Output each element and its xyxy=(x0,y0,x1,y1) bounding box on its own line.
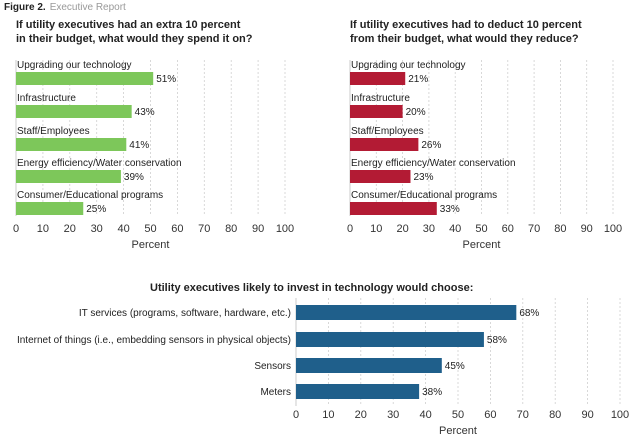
tech-tick-label: 20 xyxy=(355,409,367,421)
reduce-value-label: 21% xyxy=(408,74,428,85)
spend-tick-label: 30 xyxy=(91,223,103,235)
spend-value-label: 43% xyxy=(135,107,155,118)
spend-bar xyxy=(16,170,121,183)
reduce-value-label: 23% xyxy=(413,172,433,183)
spend-category-label: Staff/Employees xyxy=(17,126,90,137)
reduce-bar xyxy=(350,202,437,215)
tech-bar xyxy=(296,332,484,347)
chart-title-reduce: If utility executives had to deduct 10 p… xyxy=(350,19,582,45)
reduce-category-label: Staff/Employees xyxy=(351,126,424,137)
tech-category-label: Internet of things (i.e., embedding sens… xyxy=(17,335,291,346)
tech-category-label: Meters xyxy=(260,387,291,398)
reduce-value-label: 20% xyxy=(406,107,426,118)
reduce-tick-label: 30 xyxy=(423,223,435,235)
spend-category-label: Infrastructure xyxy=(17,93,76,104)
tech-tick-label: 100 xyxy=(611,409,629,421)
tech-category-label: Sensors xyxy=(254,361,291,372)
tech-axis-title: Percent xyxy=(439,425,477,437)
tech-value-label: 45% xyxy=(445,361,465,372)
spend-tick-label: 40 xyxy=(117,223,129,235)
reduce-bar xyxy=(350,105,403,118)
reduce-bar xyxy=(350,72,406,85)
reduce-tick-label: 40 xyxy=(449,223,461,235)
spend-category-label: Consumer/Educational programs xyxy=(17,190,163,201)
chart-title-spend: If utility executives had an extra 10 pe… xyxy=(16,19,253,45)
reduce-value-label: 26% xyxy=(421,140,441,151)
figure-source: Executive Report xyxy=(49,2,126,13)
spend-axis-title: Percent xyxy=(132,239,170,251)
reduce-tick-label: 100 xyxy=(604,223,622,235)
tech-bar xyxy=(296,358,442,373)
tech-bar xyxy=(296,384,420,399)
reduce-tick-label: 90 xyxy=(581,223,593,235)
spend-tick-label: 90 xyxy=(252,223,264,235)
tech-value-label: 38% xyxy=(422,387,442,398)
reduce-tick-label: 50 xyxy=(475,223,487,235)
tech-tick-label: 10 xyxy=(322,409,334,421)
spend-bar xyxy=(16,138,127,151)
tech-tick-label: 60 xyxy=(484,409,496,421)
reduce-axis-title: Percent xyxy=(463,239,501,251)
reduce-tick-label: 70 xyxy=(528,223,540,235)
figure-number: Figure 2. xyxy=(4,2,46,13)
reduce-category-label: Upgrading our technology xyxy=(351,60,466,71)
tech-tick-label: 50 xyxy=(452,409,464,421)
tech-tick-label: 90 xyxy=(581,409,593,421)
tech-category-label: IT services (programs, software, hardwar… xyxy=(79,308,291,319)
spend-tick-label: 100 xyxy=(276,223,294,235)
reduce-tick-label: 60 xyxy=(502,223,514,235)
spend-bar xyxy=(16,202,84,215)
spend-value-label: 25% xyxy=(86,204,106,215)
tech-tick-label: 70 xyxy=(517,409,529,421)
tech-bar xyxy=(296,305,517,320)
reduce-bar xyxy=(350,170,411,183)
spend-value-label: 39% xyxy=(124,172,144,183)
spend-value-label: 41% xyxy=(129,140,149,151)
spend-category-label: Energy efficiency/Water conservation xyxy=(17,158,182,169)
spend-tick-label: 20 xyxy=(64,223,76,235)
spend-tick-label: 10 xyxy=(37,223,49,235)
spend-bar xyxy=(16,105,132,118)
spend-value-label: 51% xyxy=(156,74,176,85)
reduce-tick-label: 0 xyxy=(347,223,353,235)
reduce-category-label: Consumer/Educational programs xyxy=(351,190,497,201)
reduce-tick-label: 20 xyxy=(396,223,408,235)
reduce-tick-label: 10 xyxy=(370,223,382,235)
tech-tick-label: 0 xyxy=(293,409,299,421)
tech-value-label: 68% xyxy=(519,308,539,319)
figure-header: Figure 2. Executive Report xyxy=(4,2,126,13)
spend-tick-label: 60 xyxy=(171,223,183,235)
chart-title-technology: Utility executives likely to invest in t… xyxy=(150,282,474,294)
reduce-bar xyxy=(350,138,419,151)
spend-bar xyxy=(16,72,154,85)
tech-value-label: 58% xyxy=(487,335,507,346)
spend-tick-label: 70 xyxy=(198,223,210,235)
spend-tick-label: 50 xyxy=(144,223,156,235)
reduce-value-label: 33% xyxy=(440,204,460,215)
tech-tick-label: 80 xyxy=(549,409,561,421)
reduce-category-label: Infrastructure xyxy=(351,93,410,104)
tech-tick-label: 40 xyxy=(419,409,431,421)
spend-tick-label: 0 xyxy=(13,223,19,235)
reduce-category-label: Energy efficiency/Water conservation xyxy=(351,158,516,169)
spend-category-label: Upgrading our technology xyxy=(17,60,132,71)
reduce-tick-label: 80 xyxy=(554,223,566,235)
tech-tick-label: 30 xyxy=(387,409,399,421)
spend-tick-label: 80 xyxy=(225,223,237,235)
